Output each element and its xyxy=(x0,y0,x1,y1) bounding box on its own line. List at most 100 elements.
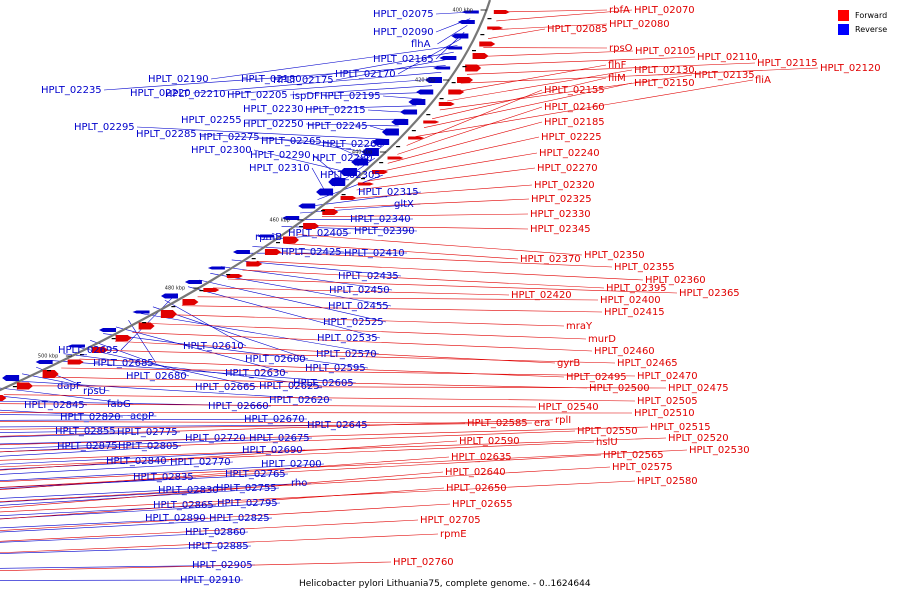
reverse-gene-glyph xyxy=(425,77,443,83)
forward-leader-line xyxy=(432,77,607,120)
reverse-gene-label: HPLT_02205 xyxy=(227,90,288,101)
reverse-gene-glyph xyxy=(361,148,379,156)
legend-reverse: Reverse xyxy=(838,22,887,36)
forward-gene-glyph xyxy=(457,77,474,83)
reverse-gene-label: HPLT_02755 xyxy=(216,483,277,494)
forward-gene-label: HPLT_02120 xyxy=(820,63,881,74)
forward-leader-line xyxy=(415,79,754,137)
reverse-gene-label: HPLT_02230 xyxy=(243,104,304,115)
reverse-gene-label: HPLT_02910 xyxy=(180,575,241,586)
forward-leader-line xyxy=(487,28,546,39)
reverse-gene-glyph xyxy=(298,203,316,209)
reverse-leader-line xyxy=(0,424,371,428)
reverse-leader-line xyxy=(0,445,182,457)
forward-gene-glyph xyxy=(264,249,281,255)
reverse-gene-label: HPLT_02295 xyxy=(74,122,135,133)
reverse-leader-line xyxy=(103,333,369,369)
reverse-gene-label: HPLT_02630 xyxy=(225,368,286,379)
reverse-gene-label: HPLT_02570 xyxy=(316,349,377,360)
forward-leader-line xyxy=(97,349,616,364)
reverse-gene-label: HPLT_02665 xyxy=(195,382,256,393)
forward-leader-line xyxy=(478,50,634,57)
reverse-leader-line xyxy=(76,346,259,388)
reverse-leader-line xyxy=(199,279,387,323)
reverse-gene-label: HPLT_02195 xyxy=(320,91,381,102)
reverse-leader-line xyxy=(0,482,312,499)
strand-marker xyxy=(12,386,17,388)
reverse-gene-label: ispDF xyxy=(292,91,320,102)
forward-leader-line xyxy=(149,323,587,340)
forward-gene-glyph xyxy=(408,136,425,140)
forward-gene-label: HPLT_02460 xyxy=(594,346,655,357)
forward-gene-glyph xyxy=(493,10,510,14)
reverse-gene-label: HPLT_02840 xyxy=(106,456,167,467)
forward-leader-line xyxy=(466,62,756,75)
reverse-gene-glyph xyxy=(207,266,225,270)
reverse-gene-label: HPLT_02305 xyxy=(320,170,381,181)
forward-gene-glyph xyxy=(115,335,132,341)
forward-gene-glyph xyxy=(246,261,263,267)
reverse-gene-label: HPLT_02390 xyxy=(354,226,415,237)
reverse-leader-line xyxy=(261,136,373,153)
forward-gene-label: HPLT_02365 xyxy=(679,288,740,299)
forward-leader-line xyxy=(212,287,510,296)
reverse-leader-line xyxy=(0,531,249,543)
reverse-leader-line xyxy=(0,460,170,470)
reverse-gene-label: HPLT_02455 xyxy=(328,301,389,312)
reverse-gene-label: HPLT_02450 xyxy=(329,285,390,296)
forward-gene-label: HPLT_02320 xyxy=(534,180,595,191)
reverse-leader-line xyxy=(0,395,88,406)
reverse-gene-label: HPLT_02275 xyxy=(199,132,260,143)
reverse-gene-label: HPLT_02720 xyxy=(185,433,246,444)
reverse-leader-line xyxy=(0,445,121,453)
strand-marker xyxy=(111,338,116,340)
reverse-gene-glyph xyxy=(328,178,346,186)
forward-gene-label: rplI xyxy=(555,415,571,426)
forward-gene-glyph xyxy=(303,223,320,229)
forward-gene-label: fliA xyxy=(755,75,771,86)
reverse-leader-line xyxy=(312,154,343,180)
forward-gene-label: HPLT_02580 xyxy=(637,476,698,487)
reverse-leader-line xyxy=(252,246,345,253)
reverse-gene-label: HPLT_02670 xyxy=(244,414,305,425)
reverse-gene-label: HPLT_02700 xyxy=(261,459,322,470)
forward-gene-label: HPLT_02565 xyxy=(603,450,664,461)
forward-gene-label: HPLT_02585 xyxy=(467,418,528,429)
reverse-gene-glyph xyxy=(232,250,250,254)
strand-marker xyxy=(411,130,416,132)
forward-gene-label: HPLT_02510 xyxy=(634,408,695,419)
strand-marker xyxy=(79,354,84,356)
reverse-gene-label: HPLT_02290 xyxy=(250,150,311,161)
strand-marker xyxy=(379,162,384,164)
forward-gene-label: HPLT_02590 xyxy=(459,436,520,447)
forward-leader-line xyxy=(454,64,607,93)
tick-label: 480 kbp xyxy=(165,286,185,292)
forward-gene-label: HPLT_02080 xyxy=(609,19,670,30)
reverse-gene-glyph xyxy=(461,10,479,14)
forward-leader-line xyxy=(492,23,608,31)
forward-gene-label: HPLT_02400 xyxy=(600,295,661,306)
reverse-leader-line xyxy=(128,320,157,364)
forward-gene-glyph xyxy=(92,347,108,353)
reverse-leader-line xyxy=(323,140,366,160)
reverse-leader-line xyxy=(0,449,306,465)
reverse-gene-label: HPLT_02535 xyxy=(317,333,378,344)
forward-gene-glyph xyxy=(448,89,465,95)
forward-gene-label: HPLT_02110 xyxy=(697,52,758,63)
reverse-gene-glyph xyxy=(161,293,179,299)
strand-marker xyxy=(142,322,147,324)
forward-gene-label: HPLT_02520 xyxy=(668,433,729,444)
reverse-gene-label: HPLT_02875 xyxy=(57,441,118,452)
strand-marker xyxy=(199,290,204,292)
reverse-gene-glyph xyxy=(282,216,300,220)
forward-leader-line xyxy=(3,394,636,402)
strand-marker xyxy=(341,194,346,196)
reverse-gene-label: HPLT_02685 xyxy=(93,358,154,369)
reverse-gene-glyph xyxy=(184,280,202,284)
tick-label: 500 kbp xyxy=(38,354,58,360)
reverse-gene-glyph xyxy=(445,46,463,50)
forward-gene-label: HPLT_02500 xyxy=(589,383,650,394)
reverse-gene-label: rpmB xyxy=(255,232,282,243)
reverse-gene-label: HPLT_02300 xyxy=(191,145,252,156)
